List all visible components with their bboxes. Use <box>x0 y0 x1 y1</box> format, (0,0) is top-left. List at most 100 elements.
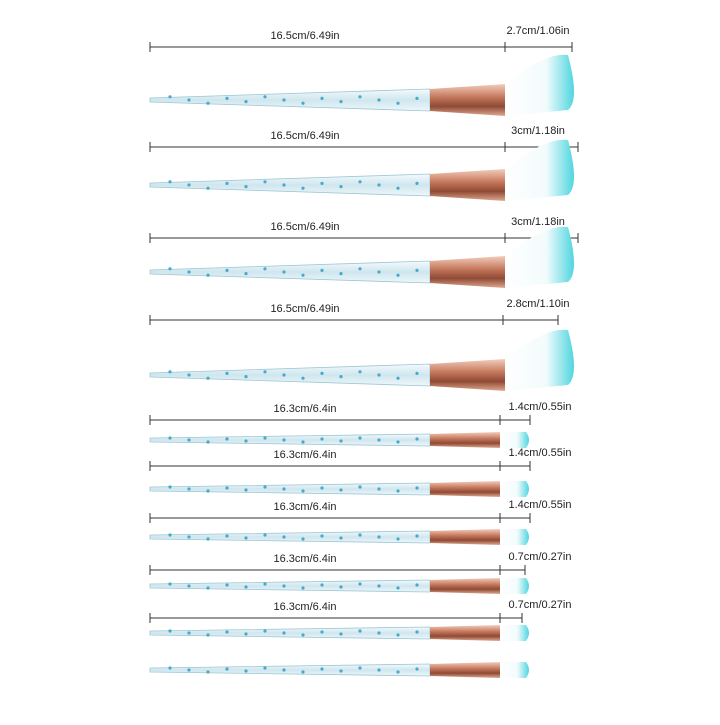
glitter <box>187 631 191 635</box>
glitter <box>339 100 343 104</box>
glitter <box>282 487 286 491</box>
glitter <box>282 668 286 672</box>
glitter <box>187 487 191 491</box>
glitter <box>282 98 286 102</box>
glitter <box>320 630 324 634</box>
brush-ferrule <box>430 481 500 497</box>
glitter <box>415 181 419 185</box>
glitter <box>377 487 381 491</box>
glitter <box>187 584 191 588</box>
glitter <box>168 180 172 184</box>
glitter <box>168 370 172 374</box>
glitter <box>206 186 210 190</box>
glitter <box>358 436 362 440</box>
glitter <box>244 585 248 589</box>
glitter <box>282 535 286 539</box>
brush-handle <box>149 530 431 544</box>
glitter <box>320 583 324 587</box>
head-label: 3cm/1.18in <box>511 125 565 137</box>
glitter <box>225 534 229 538</box>
length-label: 16.5cm/6.49in <box>270 303 339 315</box>
glitter <box>301 489 305 493</box>
glitter <box>415 667 419 671</box>
glitter <box>358 370 362 374</box>
glitter <box>415 268 419 272</box>
glitter <box>339 185 343 189</box>
glitter <box>301 537 305 541</box>
glitter <box>358 180 362 184</box>
head-label: 1.4cm/0.55in <box>509 447 572 459</box>
glitter <box>320 437 324 441</box>
head-label: 0.7cm/0.27in <box>509 551 572 563</box>
glitter <box>339 488 343 492</box>
head-label: 3cm/1.18in <box>511 216 565 228</box>
glitter <box>263 95 267 99</box>
glitter <box>225 583 229 587</box>
glitter <box>301 376 305 380</box>
glitter <box>282 631 286 635</box>
glitter <box>301 586 305 590</box>
head-label: 0.7cm/0.27in <box>509 599 572 611</box>
glitter <box>377 438 381 442</box>
glitter <box>244 488 248 492</box>
glitter <box>377 183 381 187</box>
glitter <box>206 670 210 674</box>
glitter <box>244 439 248 443</box>
length-label: 16.5cm/6.49in <box>270 30 339 42</box>
glitter <box>396 489 400 493</box>
glitter <box>415 583 419 587</box>
glitter <box>396 273 400 277</box>
glitter <box>263 180 267 184</box>
brush-handle <box>149 260 431 284</box>
brush-ferrule <box>430 84 505 116</box>
glitter <box>339 272 343 276</box>
glitter <box>206 586 210 590</box>
glitter <box>377 98 381 102</box>
head-label: 1.4cm/0.55in <box>509 401 572 413</box>
glitter <box>244 100 248 104</box>
glitter <box>396 440 400 444</box>
glitter <box>225 667 229 671</box>
brush-bristles <box>505 329 574 391</box>
glitter <box>339 439 343 443</box>
glitter <box>168 533 172 537</box>
glitter <box>244 272 248 276</box>
brush-bristles <box>500 432 529 448</box>
brush-handle <box>149 663 431 677</box>
glitter <box>187 98 191 102</box>
glitter <box>225 486 229 490</box>
glitter <box>244 669 248 673</box>
head-label: 2.8cm/1.10in <box>507 298 570 310</box>
glitter <box>282 183 286 187</box>
glitter <box>358 666 362 670</box>
brush-ferrule <box>430 432 500 448</box>
glitter <box>263 485 267 489</box>
glitter <box>187 668 191 672</box>
brush-bristles <box>500 481 529 497</box>
glitter <box>320 96 324 100</box>
glitter <box>168 629 172 633</box>
glitter <box>301 101 305 105</box>
glitter <box>282 270 286 274</box>
glitter <box>301 633 305 637</box>
glitter <box>320 667 324 671</box>
brush-handle <box>149 482 431 496</box>
glitter <box>396 586 400 590</box>
glitter <box>396 537 400 541</box>
glitter <box>339 536 343 540</box>
glitter <box>415 534 419 538</box>
glitter <box>301 670 305 674</box>
brush-bristles <box>500 662 529 678</box>
glitter <box>396 670 400 674</box>
glitter <box>358 95 362 99</box>
glitter <box>339 585 343 589</box>
glitter <box>320 534 324 538</box>
glitter <box>320 181 324 185</box>
glitter <box>377 668 381 672</box>
glitter <box>415 437 419 441</box>
glitter <box>320 268 324 272</box>
glitter <box>358 582 362 586</box>
glitter <box>263 533 267 537</box>
glitter <box>339 632 343 636</box>
glitter <box>263 370 267 374</box>
